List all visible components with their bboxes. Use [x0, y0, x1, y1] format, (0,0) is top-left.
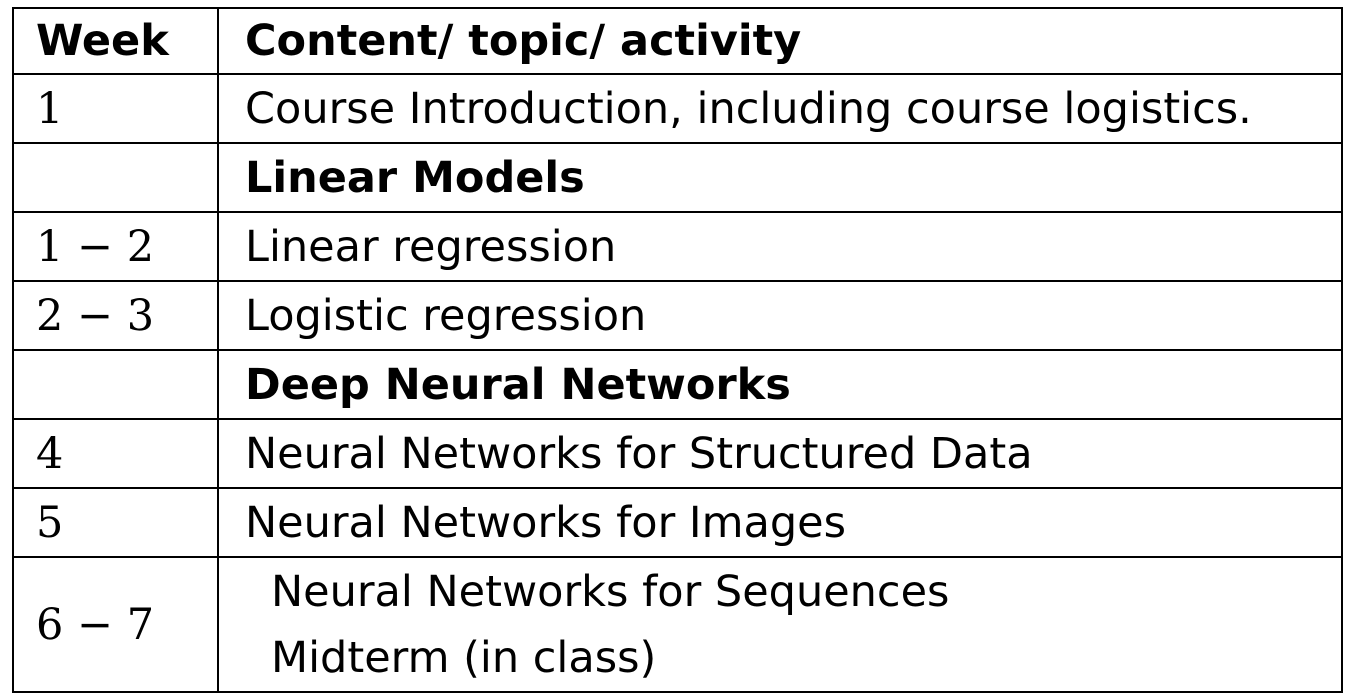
- section-heading-cell: Linear Models: [217, 142, 1343, 213]
- table-row: 4 Neural Networks for Structured Data: [12, 418, 1343, 489]
- section-row: Linear Models: [12, 142, 1343, 213]
- topic-cell: Neural Networks for Images: [217, 487, 1343, 558]
- table-row: 5 Neural Networks for Images: [12, 487, 1343, 558]
- course-schedule-table: Week Content/ topic/ activity 1 Course I…: [12, 7, 1343, 693]
- week-cell: 1: [12, 73, 219, 144]
- table-row: 2 − 3 Logistic regression: [12, 280, 1343, 351]
- topic-cell: Course Introduction, including course lo…: [217, 73, 1343, 144]
- week-column-header: Week: [12, 7, 219, 75]
- section-heading-cell: Deep Neural Networks: [217, 349, 1343, 420]
- week-cell: [12, 349, 219, 420]
- topic-line: Midterm (in class): [271, 632, 657, 683]
- table-row: 6 − 7 Neural Networks for Sequences Midt…: [12, 556, 1343, 693]
- topic-cell: Logistic regression: [217, 280, 1343, 351]
- topic-line: Neural Networks for Sequences: [271, 566, 950, 617]
- topic-cell: Linear regression: [217, 211, 1343, 282]
- table-row: 1 Course Introduction, including course …: [12, 73, 1343, 144]
- topic-cell: Neural Networks for Sequences Midterm (i…: [217, 556, 1343, 693]
- week-cell: 4: [12, 418, 219, 489]
- topic-column-header: Content/ topic/ activity: [217, 7, 1343, 75]
- section-row: Deep Neural Networks: [12, 349, 1343, 420]
- week-cell: 1 − 2: [12, 211, 219, 282]
- table-row: 1 − 2 Linear regression: [12, 211, 1343, 282]
- week-cell: 5: [12, 487, 219, 558]
- topic-cell: Neural Networks for Structured Data: [217, 418, 1343, 489]
- week-cell: [12, 142, 219, 213]
- table-header-row: Week Content/ topic/ activity: [12, 7, 1343, 75]
- week-cell: 2 − 3: [12, 280, 219, 351]
- week-cell: 6 − 7: [12, 556, 219, 693]
